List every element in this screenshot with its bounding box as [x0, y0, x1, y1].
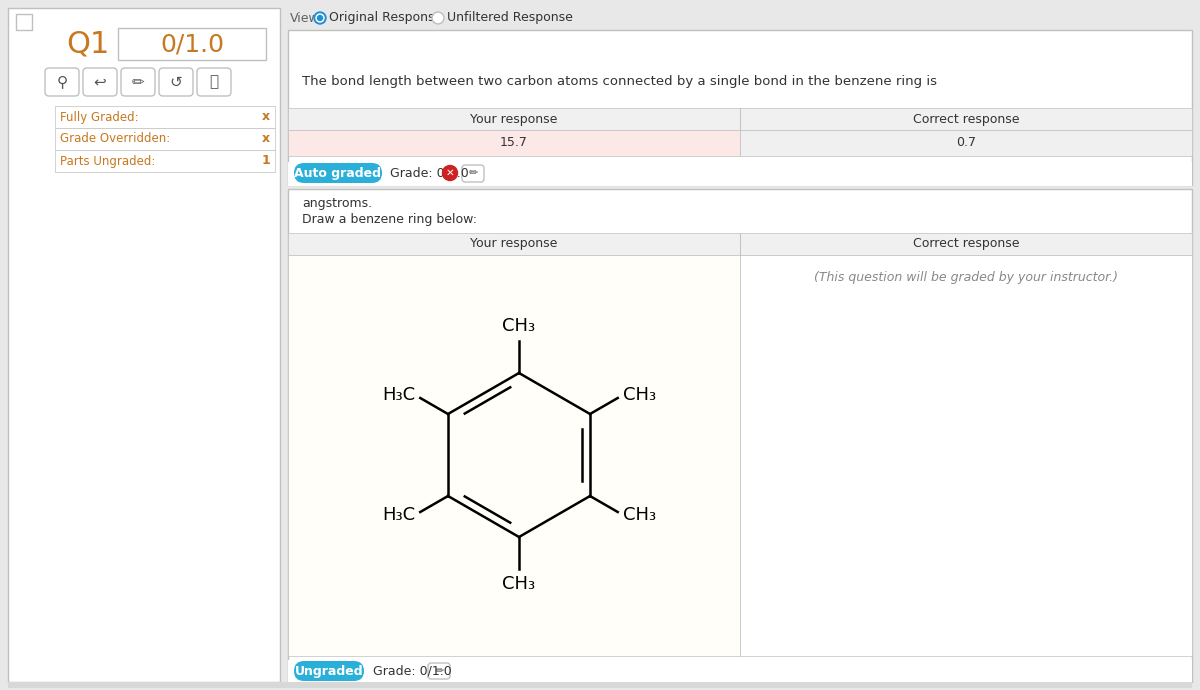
Text: ↩: ↩	[94, 75, 107, 90]
Text: 🗨: 🗨	[210, 75, 218, 90]
Text: ✕: ✕	[445, 168, 455, 178]
Text: (This question will be graded by your instructor.): (This question will be graded by your in…	[814, 270, 1118, 284]
FancyBboxPatch shape	[16, 14, 32, 30]
Text: ✏: ✏	[434, 666, 444, 676]
Circle shape	[314, 12, 326, 24]
Text: H₃C: H₃C	[382, 506, 415, 524]
FancyBboxPatch shape	[288, 189, 1192, 682]
Text: 1: 1	[262, 155, 270, 168]
FancyBboxPatch shape	[8, 682, 1192, 688]
Text: 0/1.0: 0/1.0	[160, 32, 224, 56]
FancyBboxPatch shape	[121, 68, 155, 96]
Text: Correct response: Correct response	[913, 237, 1019, 250]
Text: ⚲: ⚲	[56, 75, 67, 90]
FancyBboxPatch shape	[55, 150, 275, 172]
Text: ✏: ✏	[132, 75, 144, 90]
Text: Grade: 0/1.0: Grade: 0/1.0	[390, 166, 469, 179]
Text: View: View	[290, 12, 319, 25]
Text: CH₃: CH₃	[623, 386, 656, 404]
FancyBboxPatch shape	[740, 255, 1192, 656]
FancyBboxPatch shape	[288, 108, 1192, 130]
Text: Ungraded: Ungraded	[295, 664, 364, 678]
FancyBboxPatch shape	[118, 28, 266, 60]
FancyBboxPatch shape	[294, 163, 382, 183]
Circle shape	[433, 14, 443, 23]
Text: ↺: ↺	[169, 75, 182, 90]
Text: Grade: 0/1.0: Grade: 0/1.0	[373, 664, 451, 678]
Text: CH₃: CH₃	[503, 575, 535, 593]
Text: 0.7: 0.7	[956, 137, 976, 150]
Circle shape	[318, 15, 323, 21]
FancyBboxPatch shape	[288, 255, 740, 656]
Text: x: x	[262, 110, 270, 124]
FancyBboxPatch shape	[55, 106, 275, 128]
FancyBboxPatch shape	[288, 660, 1192, 682]
FancyBboxPatch shape	[462, 165, 484, 182]
FancyBboxPatch shape	[288, 130, 740, 156]
Text: CH₃: CH₃	[623, 506, 656, 524]
Text: 15.7: 15.7	[500, 137, 528, 150]
FancyBboxPatch shape	[294, 661, 364, 681]
Text: Q1: Q1	[66, 30, 109, 59]
Circle shape	[316, 14, 324, 22]
Text: Your response: Your response	[470, 112, 558, 126]
Circle shape	[432, 12, 444, 24]
Text: Your response: Your response	[470, 237, 558, 250]
FancyBboxPatch shape	[197, 68, 230, 96]
FancyBboxPatch shape	[288, 30, 1192, 185]
FancyBboxPatch shape	[428, 663, 450, 679]
Text: H₃C: H₃C	[382, 386, 415, 404]
Text: Unfiltered Response: Unfiltered Response	[446, 12, 572, 25]
Text: Original Response: Original Response	[329, 12, 443, 25]
Text: Fully Graded:: Fully Graded:	[60, 110, 139, 124]
Text: Correct response: Correct response	[913, 112, 1019, 126]
FancyBboxPatch shape	[740, 130, 1192, 156]
FancyBboxPatch shape	[46, 68, 79, 96]
FancyBboxPatch shape	[8, 8, 280, 682]
FancyBboxPatch shape	[288, 233, 1192, 255]
Text: x: x	[262, 132, 270, 146]
FancyBboxPatch shape	[83, 68, 118, 96]
Text: Auto graded: Auto graded	[294, 166, 382, 179]
Circle shape	[443, 166, 457, 181]
Text: The bond length between two carbon atoms connected by a single bond in the benze: The bond length between two carbon atoms…	[302, 75, 937, 88]
Text: CH₃: CH₃	[503, 317, 535, 335]
FancyBboxPatch shape	[288, 162, 1192, 186]
Text: Draw a benzene ring below:: Draw a benzene ring below:	[302, 213, 478, 226]
Text: angstroms.: angstroms.	[302, 197, 372, 210]
Text: ✏: ✏	[468, 168, 478, 178]
Text: Grade Overridden:: Grade Overridden:	[60, 132, 170, 146]
Text: Parts Ungraded:: Parts Ungraded:	[60, 155, 155, 168]
FancyBboxPatch shape	[55, 128, 275, 150]
FancyBboxPatch shape	[158, 68, 193, 96]
